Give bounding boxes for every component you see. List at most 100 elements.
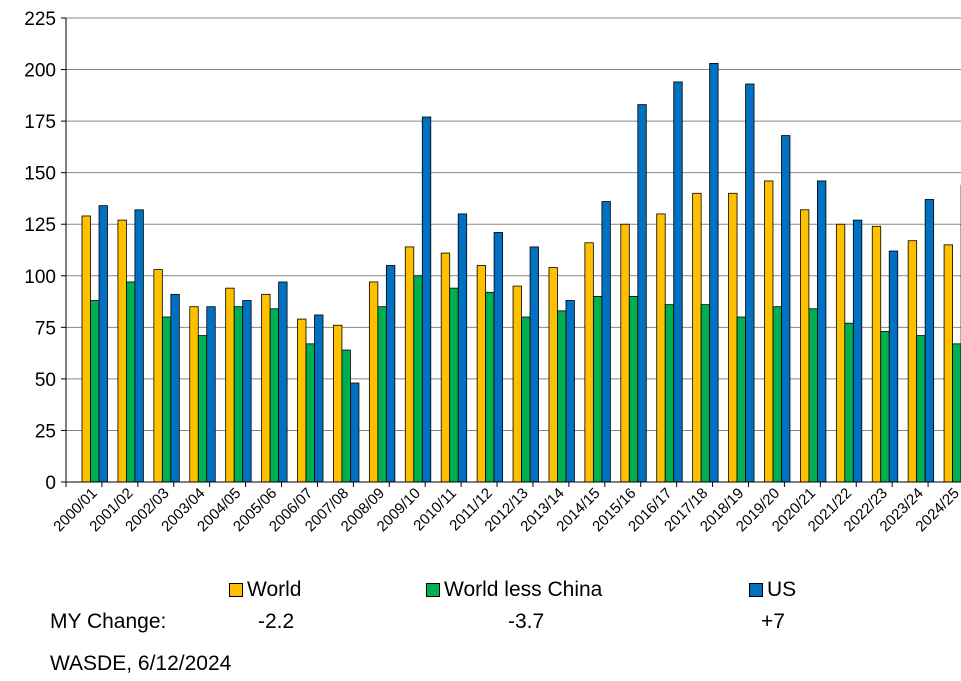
bar-world-less-china-2001-02 [126,281,136,483]
bar-us-2006-07 [314,314,324,483]
legend-item-world: World [229,578,301,602]
my-change-row: MY Change: -2.2 -3.7 +7 [0,610,961,638]
bar-us-2013-14 [565,300,575,483]
bar-world-2009-10 [404,246,415,483]
bar-world-2017-18 [692,192,702,483]
bar-world-less-china-2023-24 [916,335,926,483]
bar-world-less-china-2004-05 [233,306,244,483]
bar-us-2001-02 [134,209,144,483]
bar-us-2003-04 [206,306,216,483]
legend-item-world-less-china: World less China [426,578,602,602]
bar-us-2012-13 [529,246,539,483]
bar-us-2002-03 [170,293,180,483]
legend-swatch-world-less-china [426,583,440,597]
bar-us-2010-11 [457,213,468,483]
bar-world-2024-25 [943,244,953,483]
bar-us-2020-21 [817,180,827,483]
bar-world-less-china-2019-20 [772,306,782,483]
bar-world-less-china-2017-18 [700,304,711,483]
bar-world-less-china-2014-15 [592,295,603,483]
legend-item-us: US [749,578,796,602]
bar-us-2016-17 [673,81,683,483]
bar-world-2014-15 [584,242,594,483]
legend-swatch-world [229,583,243,597]
legend-label-us: US [767,578,797,601]
bar-world-less-china-2022-23 [880,331,890,483]
bar-world-2005-06 [261,293,271,483]
y-tick-label: 225 [24,9,56,30]
bar-world-2022-23 [871,225,882,483]
legend-label-world-less-china: World less China [444,578,603,601]
bar-world-less-china-2016-17 [664,304,675,483]
bar-world-less-china-2005-06 [269,308,280,483]
axes [61,17,961,487]
y-tick-label: 0 [45,473,56,494]
bar-us-2009-10 [421,116,432,483]
bar-us-2008-09 [385,265,396,483]
bar-us-2018-19 [745,83,755,483]
bar-us-2023-24 [924,199,935,483]
bar-us-2021-22 [852,219,863,483]
bar-world-less-china-2018-19 [736,316,746,483]
bar-us-2015-16 [637,104,647,483]
bar-world-2000-01 [81,215,91,483]
bar-world-less-china-2000-01 [90,300,100,483]
bar-world-2016-17 [656,213,666,483]
source-note: WASDE, 6/12/2024 [50,652,232,675]
y-tick-label: 25 [35,421,56,442]
bar-world-less-china-2024-25 [952,343,961,483]
bar-world-2013-14 [548,267,558,483]
y-tick-label: 200 [24,61,56,82]
y-tick-label: 150 [24,164,56,185]
bar-world-less-china-2011-12 [485,291,495,483]
bar-world-less-china-2010-11 [449,287,459,483]
bar-world-2018-19 [728,192,738,483]
bar-world-2006-07 [297,318,307,483]
bar-us-2022-23 [888,250,899,483]
bar-world-less-china-2003-04 [197,335,208,483]
bar-world-2012-13 [512,285,522,483]
bar-world-less-china-2006-07 [305,343,315,483]
legend-swatch-us [749,583,763,597]
bars [81,62,961,483]
bar-world-2001-02 [117,219,127,483]
bar-world-2020-21 [800,209,810,483]
bar-us-2017-18 [709,62,719,483]
bar-world-less-china-2015-16 [628,295,639,483]
bar-world-2019-20 [764,180,774,483]
bar-world-2015-16 [620,223,630,483]
bar-us-2005-06 [278,281,288,483]
legend-label-world: World [247,578,302,601]
bar-world-less-china-2012-13 [521,316,531,483]
y-tick-label: 75 [35,318,56,339]
my-change-world-less-china: -3.7 [508,610,545,633]
bar-world-less-china-2007-08 [341,349,351,483]
bar-us-2019-20 [781,135,791,483]
bar-us-2011-12 [493,232,504,483]
x-tick-labels: 2000/012001/022002/032003/042004/052005/… [50,485,961,535]
bar-us-2000-01 [98,205,108,483]
bar-world-less-china-2009-10 [413,275,423,483]
y-tick-label: 100 [24,267,56,288]
bar-world-2004-05 [225,287,235,483]
bar-us-2014-15 [601,201,611,483]
bar-world-2008-09 [368,281,379,483]
bar-world-2003-04 [189,306,199,483]
bar-world-less-china-2020-21 [808,308,818,483]
bar-world-2021-22 [835,223,846,483]
bar-world-2011-12 [476,265,487,483]
bar-world-less-china-2002-03 [161,316,172,483]
bar-us-2007-08 [350,382,360,483]
my-change-us: +7 [761,610,785,633]
my-change-world: -2.2 [258,610,295,633]
y-tick-label: 175 [24,112,56,133]
bar-world-2002-03 [153,269,163,483]
y-tick-labels: 0 25 50 75 100 125 150 175 200 225 [24,9,56,494]
bar-world-less-china-2008-09 [377,306,387,483]
y-tick-label: 50 [35,370,56,391]
legend: World World less China US [0,578,961,606]
bar-world-2007-08 [333,324,343,483]
bar-world-less-china-2021-22 [844,322,854,483]
bar-world-2010-11 [440,252,451,483]
